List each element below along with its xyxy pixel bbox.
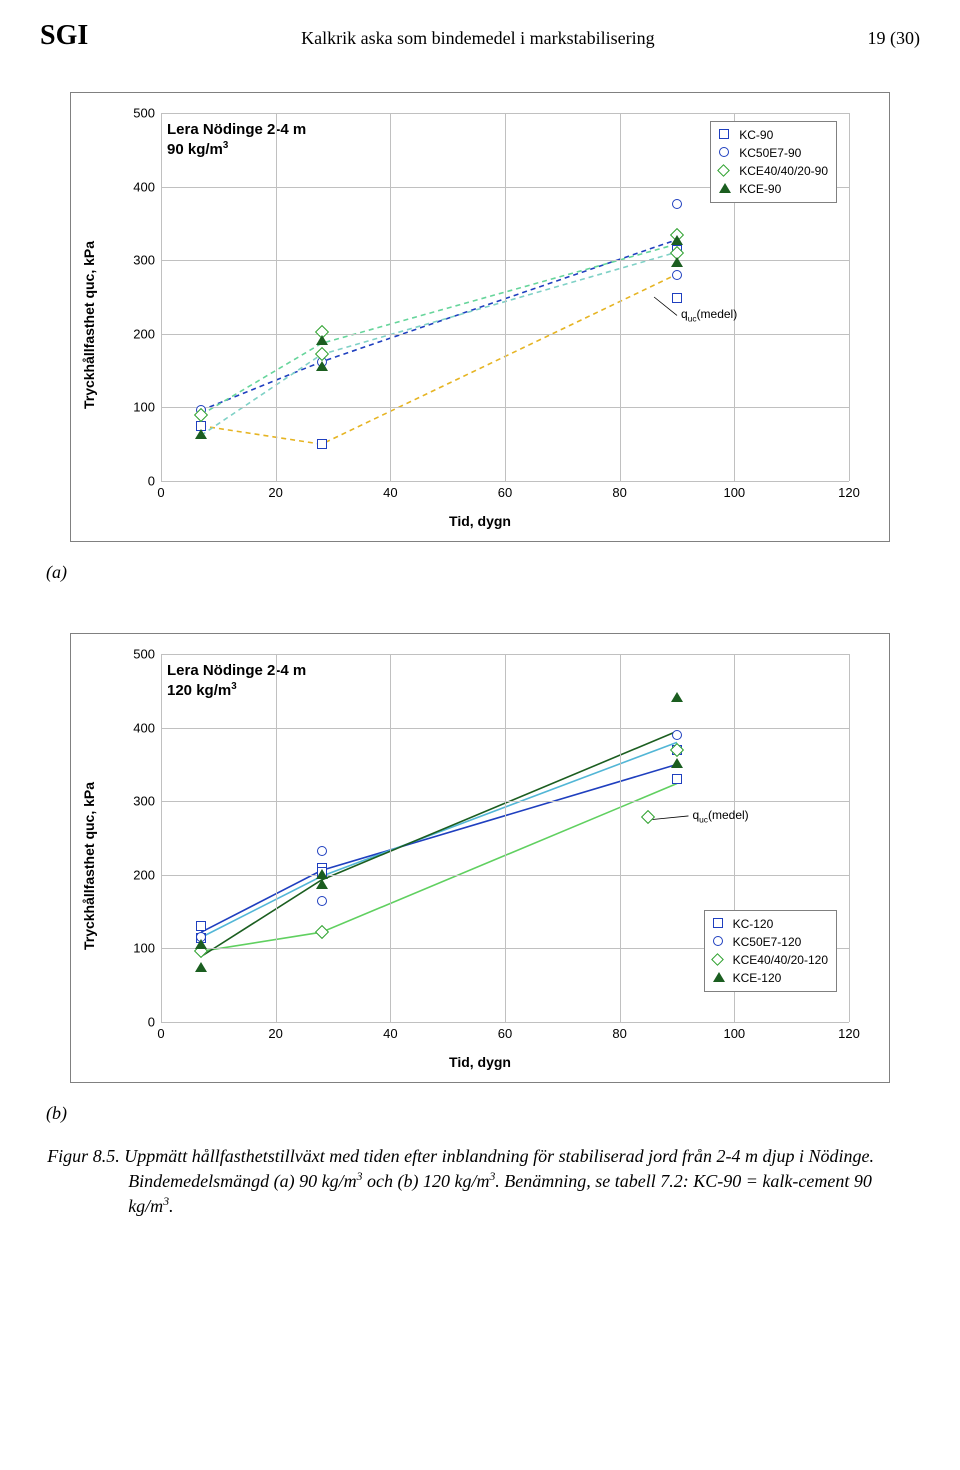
header-right: 19 (30)	[867, 28, 920, 49]
caption-label: Figur 8.5.	[47, 1146, 120, 1166]
chart-a-ylabel: Tryckhållfasthet quc, kPa	[81, 241, 97, 409]
x-tick-label: 0	[157, 485, 164, 500]
data-marker	[671, 758, 683, 768]
y-tick-label: 400	[133, 720, 155, 735]
y-tick-label: 100	[133, 941, 155, 956]
data-marker	[671, 257, 683, 267]
caption-end2: .	[169, 1196, 174, 1216]
data-marker	[195, 939, 207, 949]
x-tick-label: 100	[723, 1026, 745, 1041]
legend-swatch	[719, 164, 733, 178]
y-tick-label: 100	[133, 400, 155, 415]
x-tick-label: 60	[498, 485, 512, 500]
subplot-b-label: (b)	[46, 1103, 920, 1124]
legend-label: KC-90	[739, 128, 773, 142]
x-tick-label: 0	[157, 1026, 164, 1041]
y-tick-label: 400	[133, 179, 155, 194]
legend-label: KC50E7-120	[733, 935, 802, 949]
data-marker	[672, 774, 682, 784]
data-marker	[316, 869, 328, 879]
data-marker	[671, 692, 683, 702]
header-center: Kalkrik aska som bindemedel i markstabil…	[301, 28, 654, 49]
legend-item: KCE40/40/20-90	[719, 162, 828, 180]
legend-swatch	[713, 953, 727, 967]
data-marker	[672, 293, 682, 303]
legend-swatch	[713, 935, 727, 949]
legend-label: KC-120	[733, 917, 774, 931]
legend-item: KCE-90	[719, 180, 828, 198]
data-marker	[316, 335, 328, 345]
x-tick-label: 60	[498, 1026, 512, 1041]
x-tick-label: 100	[723, 485, 745, 500]
x-tick-label: 20	[268, 1026, 282, 1041]
y-tick-label: 300	[133, 253, 155, 268]
y-tick-label: 0	[148, 474, 155, 489]
chart-a-xlabel: Tid, dygn	[449, 513, 511, 529]
chart-b: Tryckhållfasthet quc, kPa Tid, dygn Lera…	[70, 633, 890, 1083]
data-marker	[672, 270, 682, 280]
legend-label: KCE40/40/20-90	[739, 164, 828, 178]
figure-caption: Figur 8.5. Uppmätt hållfasthetstillväxt …	[40, 1144, 920, 1220]
x-tick-label: 120	[838, 485, 860, 500]
y-tick-label: 500	[133, 106, 155, 121]
legend-swatch	[713, 917, 727, 931]
annotation-quc: quc(medel)	[692, 808, 748, 824]
legend-item: KC50E7-120	[713, 933, 828, 951]
y-tick-label: 200	[133, 326, 155, 341]
data-marker	[317, 896, 327, 906]
subplot-a-label: (a)	[46, 562, 920, 583]
data-marker	[316, 361, 328, 371]
legend-item: KC-90	[719, 126, 828, 144]
x-tick-label: 40	[383, 1026, 397, 1041]
x-tick-label: 120	[838, 1026, 860, 1041]
data-marker	[672, 199, 682, 209]
legend-swatch	[719, 128, 733, 142]
legend-label: KCE-90	[739, 182, 781, 196]
data-marker	[317, 846, 327, 856]
annotation-quc: quc(medel)	[681, 307, 737, 323]
legend-item: KCE-120	[713, 969, 828, 987]
data-marker	[671, 235, 683, 245]
chart-b-legend: KC-120 KC50E7-120 KCE40/40/20-120 KCE-120	[704, 910, 837, 992]
legend-swatch	[713, 971, 727, 985]
data-marker	[195, 429, 207, 439]
x-tick-label: 80	[612, 1026, 626, 1041]
legend-label: KC50E7-90	[739, 146, 801, 160]
y-tick-label: 0	[148, 1015, 155, 1030]
y-tick-label: 500	[133, 647, 155, 662]
x-tick-label: 20	[268, 485, 282, 500]
chart-b-ylabel: Tryckhållfasthet quc, kPa	[81, 782, 97, 950]
chart-a: Tryckhållfasthet quc, kPa Tid, dygn Lera…	[70, 92, 890, 542]
data-marker	[316, 879, 328, 889]
legend-label: KCE-120	[733, 971, 782, 985]
x-tick-label: 80	[612, 485, 626, 500]
legend-swatch	[719, 182, 733, 196]
data-marker	[317, 439, 327, 449]
data-marker	[196, 921, 206, 931]
x-tick-label: 40	[383, 485, 397, 500]
page-header: SGI Kalkrik aska som bindemedel i markst…	[40, 20, 920, 52]
legend-item: KCE40/40/20-120	[713, 951, 828, 969]
header-left: SGI	[40, 20, 88, 52]
data-marker	[672, 730, 682, 740]
chart-a-legend: KC-90 KC50E7-90 KCE40/40/20-90 KCE-90	[710, 121, 837, 203]
data-marker	[195, 962, 207, 972]
legend-label: KCE40/40/20-120	[733, 953, 828, 967]
y-tick-label: 200	[133, 867, 155, 882]
caption-mid: och (b) 120 kg/m	[362, 1171, 489, 1191]
legend-item: KC50E7-90	[719, 144, 828, 162]
chart-b-xlabel: Tid, dygn	[449, 1054, 511, 1070]
legend-swatch	[719, 146, 733, 160]
legend-item: KC-120	[713, 915, 828, 933]
y-tick-label: 300	[133, 794, 155, 809]
